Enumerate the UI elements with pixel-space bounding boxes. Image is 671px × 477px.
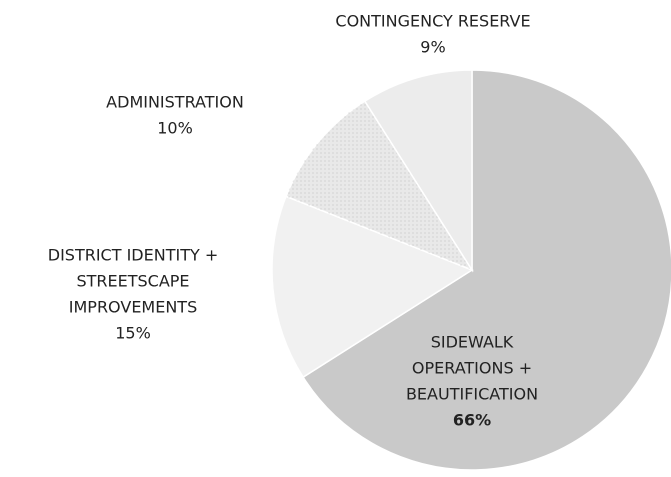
slice-label: SIDEWALK <box>431 333 514 352</box>
pie <box>271 69 671 471</box>
slice-texture <box>286 101 472 270</box>
slice-label: OPERATIONS + <box>412 359 532 378</box>
slice-label: STREETSCAPE <box>76 272 189 291</box>
pie-slice <box>363 69 473 273</box>
pie-slice <box>302 69 671 471</box>
slice-label: ADMINISTRATION <box>106 93 244 112</box>
slice-label: BEAUTIFICATION <box>406 385 538 404</box>
labels: SIDEWALK OPERATIONS + BEAUTIFICATION 66% DIS… <box>48 12 538 430</box>
slice-value-label: 15% <box>115 324 151 343</box>
slice-value-label: 10% <box>157 119 193 138</box>
slice-value-label: 9% <box>420 38 445 57</box>
pie-slice <box>271 195 474 379</box>
slice-label: IMPROVEMENTS <box>69 298 197 317</box>
slice-label: DISTRICT IDENTITY + <box>48 246 218 265</box>
slice-label: CONTINGENCY RESERVE <box>335 12 530 31</box>
slice-value-label: 66% <box>453 411 491 430</box>
